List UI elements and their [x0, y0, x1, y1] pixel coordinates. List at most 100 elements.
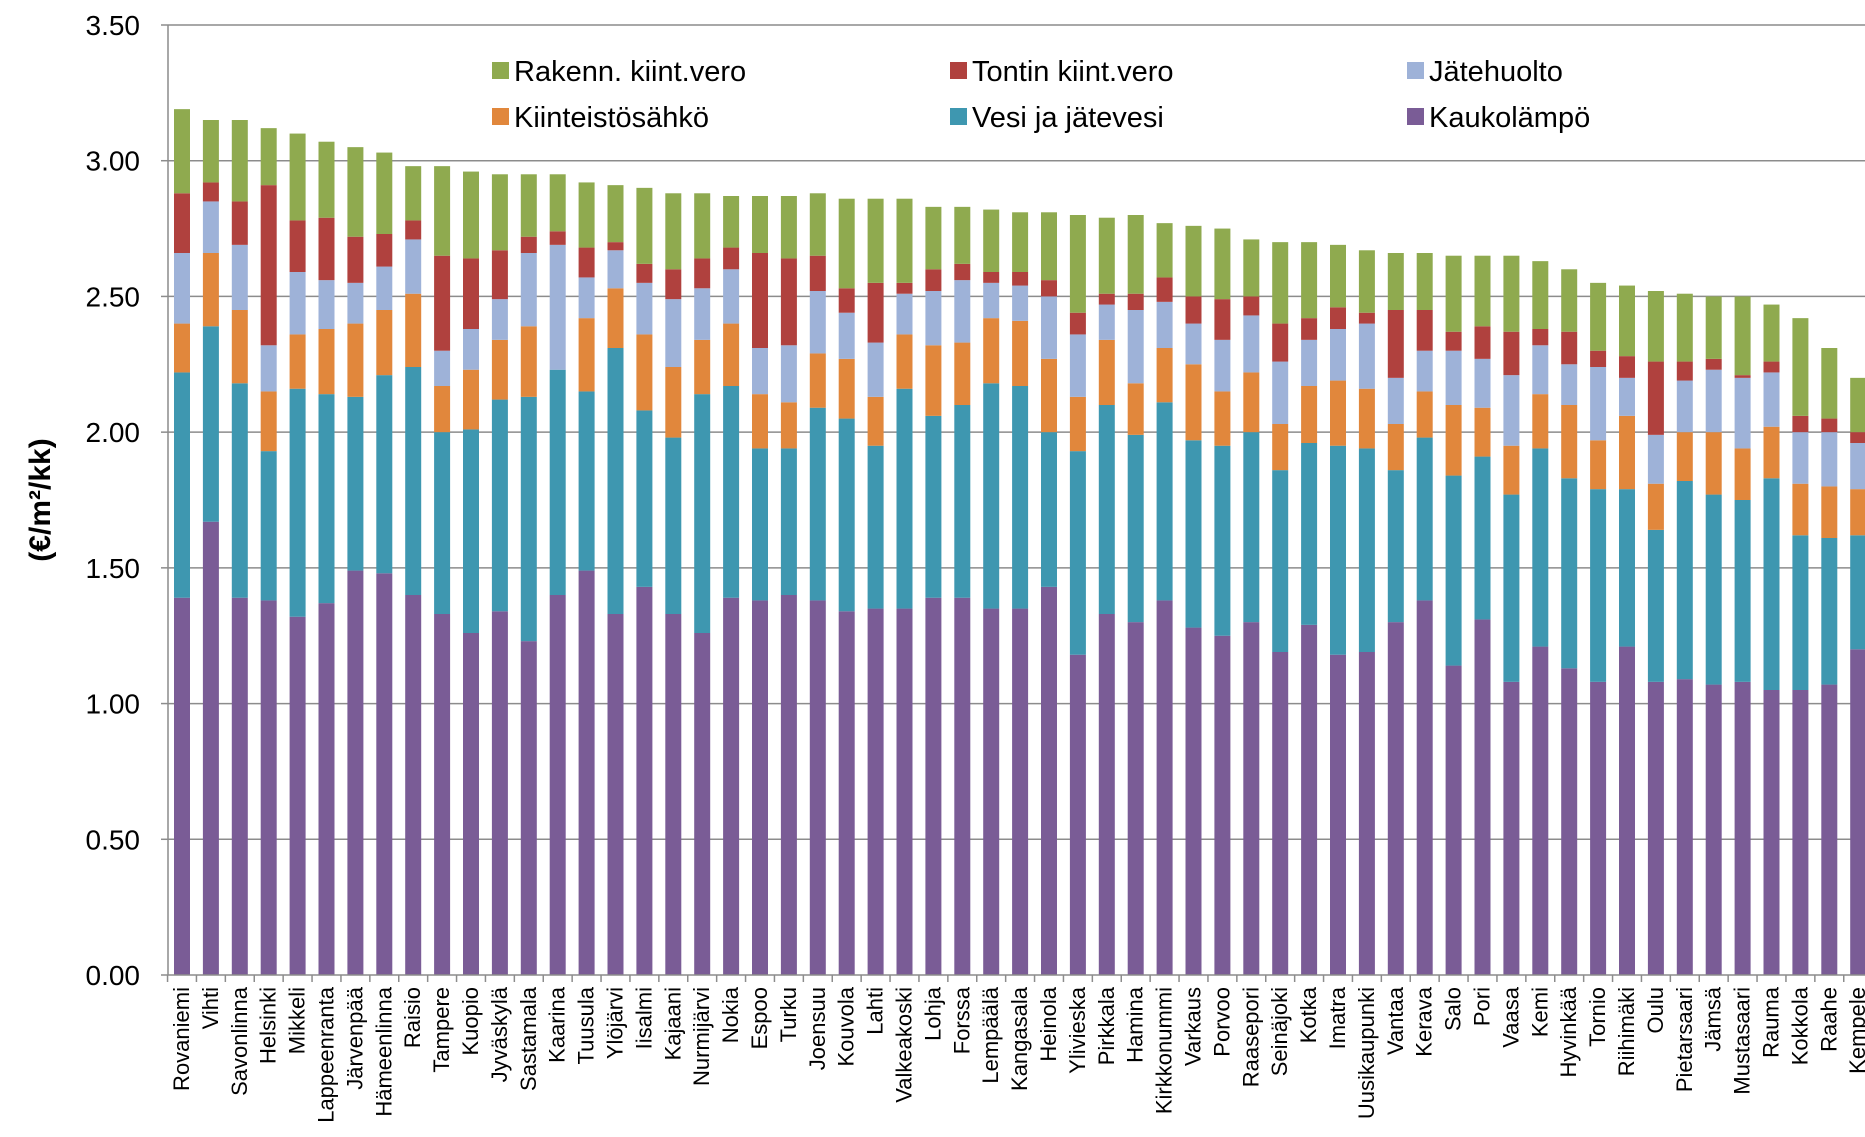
bar-segment [1214, 445, 1231, 636]
bar-segment [1850, 443, 1865, 490]
bar-segment [578, 570, 595, 975]
bar-segment [1503, 445, 1520, 495]
bar-segment [1069, 334, 1086, 397]
bar-stack-Kajaani [665, 193, 682, 975]
bar-stack-Kerava [1416, 253, 1433, 975]
bar-segment [1763, 304, 1780, 362]
bar-segment [1214, 228, 1231, 300]
bar-segment [1127, 383, 1144, 435]
x-tick-label: Ylivieska [1065, 986, 1090, 1074]
bar-segment [1387, 253, 1404, 310]
bar-segment [549, 369, 566, 595]
bar-segment [954, 280, 971, 343]
bar-stack-Oulu [1647, 291, 1664, 975]
bar-segment [1590, 350, 1607, 367]
x-tick-label: Kangasala [1007, 986, 1032, 1091]
bar-segment [1705, 358, 1722, 370]
bar-segment [376, 310, 393, 376]
bar-segment [1532, 345, 1549, 395]
bar-segment [463, 429, 479, 633]
y-tick-label: 2.00 [86, 417, 141, 448]
bar-segment [1156, 348, 1173, 403]
bar-segment [1243, 239, 1260, 297]
bar-segment [1214, 391, 1231, 446]
x-tick-label: Tornio [1585, 987, 1610, 1047]
bar-segment [1098, 614, 1115, 975]
bar-segment [1445, 475, 1462, 666]
bar-segment [867, 608, 884, 975]
bar-segment [231, 120, 248, 202]
x-tick-label: Riihimäki [1614, 987, 1639, 1076]
bar-segment [231, 201, 248, 245]
bar-segment [954, 405, 971, 598]
x-tick-label: Hyvinkää [1556, 986, 1581, 1077]
bar-segment [491, 399, 508, 612]
bar-segment [838, 312, 855, 359]
bar-stack-Järvenpää [347, 147, 364, 975]
x-tick-label: Kajaani [660, 987, 685, 1060]
bar-stack-Nokia [723, 196, 740, 975]
bar-stack-Kirkkonummi [1156, 223, 1173, 975]
bar-segment [1098, 217, 1115, 294]
bar-segment [1503, 681, 1520, 975]
y-tick-label: 1.50 [86, 553, 141, 584]
x-tick-label: Kerava [1412, 986, 1437, 1056]
legend-swatch [950, 62, 967, 79]
bar-stack-Hämeenlinna [376, 152, 393, 975]
bar-segment [809, 353, 826, 408]
bar-segment [347, 282, 364, 324]
bar-segment [1185, 323, 1202, 365]
bar-stack-Forssa [954, 206, 971, 975]
bar-segment [289, 616, 306, 975]
bar-segment [463, 171, 479, 259]
bar-segment [202, 253, 219, 327]
bar-segment [983, 383, 1000, 609]
bar-segment [405, 166, 422, 221]
bar-segment [1185, 440, 1202, 628]
bar-stack-Kuopio [463, 171, 479, 975]
bar-segment [983, 608, 1000, 975]
bar-segment [1792, 415, 1809, 433]
bar-stack-Pirkkala [1098, 217, 1115, 975]
bar-segment [607, 242, 624, 251]
bar-segment [636, 586, 653, 975]
bar-segment [925, 597, 942, 975]
bar-stack-Salo [1445, 255, 1462, 975]
bar-stack-Kempele [1850, 377, 1865, 975]
bar-segment [1503, 494, 1520, 682]
bar-segment [1850, 535, 1865, 650]
bar-segment [809, 255, 826, 291]
x-tick-label: Seinäjoki [1267, 987, 1292, 1076]
bar-stack-Lempäälä [983, 209, 1000, 975]
x-tick-label: Heinola [1036, 986, 1061, 1061]
bar-segment [376, 573, 393, 975]
bar-segment [780, 258, 797, 346]
bar-segment [1850, 432, 1865, 443]
bar-stack-Ylivieska [1069, 215, 1086, 975]
x-tick-label: Pirkkala [1094, 986, 1119, 1065]
bar-segment [1214, 635, 1231, 975]
bar-segment [231, 383, 248, 598]
x-tick-labels: Rovaniemi Vihti Savonlinna Helsinki Mikkeli L… [169, 986, 1865, 1123]
legend-item: Rakenn. kiint.vero [492, 56, 746, 88]
bar-stack-Raasepori [1243, 239, 1260, 975]
x-tick-label: Turku [776, 987, 801, 1042]
bar-segment [838, 288, 855, 313]
bar-segment [463, 329, 479, 370]
bar-segment [665, 299, 682, 367]
bar-stack-Iisalmi [636, 187, 653, 975]
bar-stack-Pori [1474, 255, 1491, 975]
legend-swatch [1407, 62, 1424, 79]
bar-segment [1532, 646, 1549, 975]
bar-segment [983, 209, 1000, 272]
bar-segment [1503, 255, 1520, 332]
bar-segment [1445, 405, 1462, 476]
bar-stack-Jämsä [1705, 296, 1722, 975]
bar-segment [1705, 432, 1722, 495]
y-tick-label: 1.00 [86, 689, 141, 720]
bar-segment [405, 220, 422, 240]
bar-segment [838, 418, 855, 612]
x-tick-label: Rauma [1759, 986, 1784, 1058]
